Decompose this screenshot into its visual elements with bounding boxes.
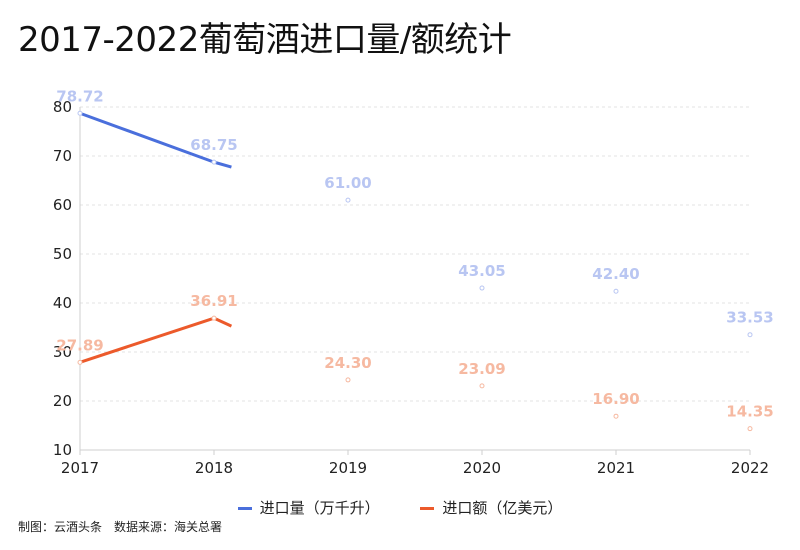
source-footer: 制图：云酒头条 数据来源：海关总署	[18, 520, 223, 534]
legend-item-value[interactable]: 进口额（亿美元）	[420, 497, 562, 518]
data-label: 68.75	[190, 136, 237, 154]
data-label: 78.72	[56, 87, 103, 105]
data-point	[613, 413, 619, 419]
x-tick-label: 2020	[463, 459, 501, 477]
data-point	[747, 426, 753, 432]
y-tick-label: 70	[53, 147, 72, 165]
x-tick-label: 2018	[195, 459, 233, 477]
y-tick-label: 10	[53, 441, 72, 459]
data-point	[345, 197, 351, 203]
data-labels: 78.72 68.75 61.00 43.05 42.40 33.53 27.89 36.91…	[56, 87, 773, 420]
x-tick-label: 2021	[597, 459, 635, 477]
legend-swatch-value	[420, 507, 435, 510]
chart-title: 2017-2022葡萄酒进口量/额统计	[18, 20, 512, 60]
legend-item-volume[interactable]: 进口量（万千升）	[237, 497, 380, 518]
data-label: 27.89	[56, 336, 103, 354]
data-point	[77, 359, 83, 365]
data-point	[77, 110, 83, 116]
data-point	[345, 377, 351, 383]
data-label: 23.09	[458, 360, 505, 378]
data-label: 14.35	[726, 403, 773, 421]
y-tick-label: 50	[53, 245, 72, 263]
y-tick-label: 40	[53, 294, 72, 312]
legend-label-volume: 进口量（万千升）	[259, 499, 380, 517]
data-label: 33.53	[726, 309, 773, 327]
data-label: 36.91	[190, 292, 237, 310]
series-lines	[77, 110, 753, 432]
x-tick-label: 2019	[329, 459, 367, 477]
data-point	[211, 159, 217, 165]
x-tick-label: 2017	[61, 459, 99, 477]
axes: 10 20 30 40 50 60 70 80 2017 2018 2019 2020 2021 2022	[53, 98, 769, 477]
legend-label-value: 进口额（亿美元）	[442, 499, 563, 517]
data-label: 42.40	[592, 265, 639, 283]
data-point	[211, 315, 217, 321]
data-point	[479, 383, 485, 389]
x-tick-label: 2022	[731, 459, 769, 477]
data-point	[747, 332, 753, 338]
legend-swatch-volume	[237, 507, 252, 510]
data-label: 43.05	[458, 262, 505, 280]
data-label: 16.90	[592, 390, 639, 408]
data-point	[479, 285, 485, 291]
y-tick-label: 20	[53, 392, 72, 410]
data-point	[613, 288, 619, 294]
data-label: 24.30	[324, 354, 371, 372]
data-label: 61.00	[324, 174, 371, 192]
grid-lines	[80, 106, 750, 402]
y-tick-label: 60	[53, 196, 72, 214]
legend: 进口量（万千升） 进口额（亿美元）	[0, 497, 800, 518]
y-tick-label: 30	[53, 343, 72, 361]
y-tick-label: 80	[53, 98, 72, 116]
